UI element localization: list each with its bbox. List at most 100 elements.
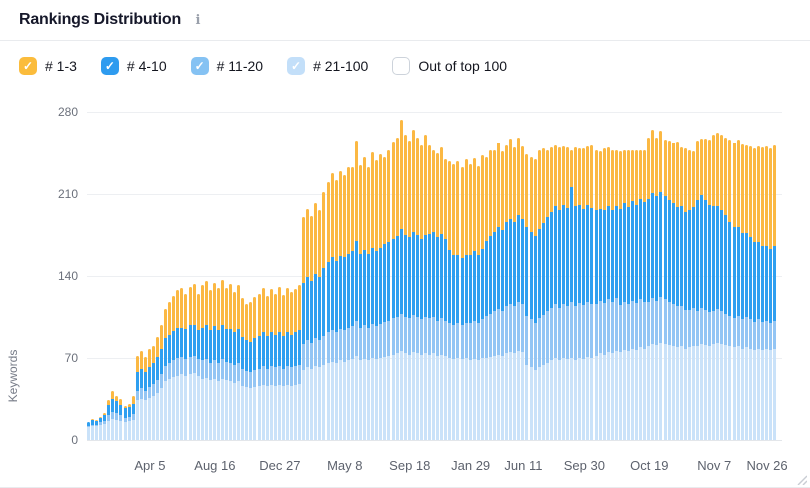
bar[interactable]: [354, 141, 358, 440]
bar[interactable]: [497, 142, 501, 440]
bar[interactable]: [123, 406, 127, 440]
checkbox-1-3[interactable]: ✓: [19, 57, 37, 75]
bar[interactable]: [204, 280, 208, 440]
bar[interactable]: [752, 148, 756, 440]
bar[interactable]: [622, 149, 626, 440]
bar[interactable]: [651, 129, 655, 440]
legend-item-1-3[interactable]: ✓ # 1-3: [19, 57, 77, 75]
bar[interactable]: [456, 161, 460, 440]
bar[interactable]: [310, 216, 314, 440]
bar[interactable]: [521, 146, 525, 440]
bar[interactable]: [208, 290, 212, 440]
bar[interactable]: [598, 150, 602, 440]
bar[interactable]: [643, 149, 647, 440]
bar[interactable]: [257, 293, 261, 440]
bar[interactable]: [164, 308, 168, 440]
bar[interactable]: [728, 140, 732, 440]
bar[interactable]: [708, 140, 712, 440]
bar[interactable]: [635, 149, 639, 440]
bar[interactable]: [196, 293, 200, 440]
bar[interactable]: [151, 346, 155, 440]
bar[interactable]: [659, 130, 663, 440]
checkbox-21-100[interactable]: ✓: [287, 57, 306, 75]
bar[interactable]: [440, 147, 444, 440]
bar[interactable]: [346, 167, 350, 440]
bar[interactable]: [606, 147, 610, 440]
bar[interactable]: [192, 284, 196, 440]
bar[interactable]: [399, 120, 403, 440]
bar[interactable]: [647, 137, 651, 440]
bar[interactable]: [468, 163, 472, 440]
bar[interactable]: [472, 157, 476, 440]
bar[interactable]: [407, 141, 411, 440]
bar[interactable]: [517, 137, 521, 440]
bar[interactable]: [285, 287, 289, 440]
bar[interactable]: [326, 182, 330, 440]
bar[interactable]: [432, 149, 436, 440]
bar[interactable]: [541, 148, 545, 440]
bar[interactable]: [277, 286, 281, 440]
bar[interactable]: [127, 403, 131, 440]
resize-grip-icon[interactable]: [796, 474, 807, 485]
legend-item-21-100[interactable]: ✓ # 21-100: [287, 57, 368, 75]
bar[interactable]: [566, 147, 570, 440]
bar[interactable]: [95, 420, 99, 440]
bar[interactable]: [484, 156, 488, 440]
bar[interactable]: [732, 142, 736, 440]
bar[interactable]: [290, 292, 293, 440]
bar[interactable]: [379, 154, 383, 440]
bar[interactable]: [350, 167, 354, 440]
bar[interactable]: [428, 144, 432, 440]
bar[interactable]: [172, 295, 176, 440]
bar[interactable]: [269, 288, 273, 440]
bar[interactable]: [696, 141, 699, 440]
bar[interactable]: [712, 135, 716, 440]
bar[interactable]: [188, 286, 192, 440]
bar[interactable]: [460, 167, 464, 440]
bar[interactable]: [493, 149, 496, 440]
bar[interactable]: [704, 138, 708, 440]
bar[interactable]: [513, 147, 517, 440]
bar[interactable]: [225, 287, 229, 440]
bar[interactable]: [131, 395, 135, 440]
bar[interactable]: [748, 146, 752, 440]
legend-item-4-10[interactable]: ✓ # 4-10: [100, 57, 167, 75]
bar[interactable]: [582, 148, 586, 440]
bar[interactable]: [639, 149, 643, 440]
bar[interactable]: [91, 418, 95, 440]
bar[interactable]: [716, 133, 720, 440]
bar[interactable]: [744, 144, 748, 440]
bar[interactable]: [671, 142, 675, 440]
bar[interactable]: [756, 146, 760, 440]
bar[interactable]: [529, 156, 533, 440]
bar[interactable]: [391, 142, 395, 440]
bar[interactable]: [273, 293, 277, 440]
bar[interactable]: [773, 144, 777, 440]
checkbox-out-of-top-100[interactable]: [392, 57, 411, 75]
bar[interactable]: [233, 292, 237, 440]
bar[interactable]: [578, 148, 582, 440]
bar[interactable]: [631, 149, 635, 440]
bar[interactable]: [436, 153, 440, 440]
bar[interactable]: [229, 284, 233, 440]
bar[interactable]: [626, 149, 630, 440]
bar[interactable]: [241, 298, 245, 440]
bar[interactable]: [444, 158, 448, 440]
bar[interactable]: [452, 163, 456, 440]
bar[interactable]: [740, 143, 744, 440]
bar[interactable]: [371, 151, 375, 440]
bar[interactable]: [237, 285, 241, 440]
bar[interactable]: [760, 147, 764, 440]
bar[interactable]: [663, 140, 667, 440]
bar[interactable]: [338, 170, 342, 440]
bar[interactable]: [200, 285, 204, 440]
bar[interactable]: [302, 217, 306, 440]
bar[interactable]: [253, 297, 257, 440]
bar[interactable]: [387, 149, 391, 440]
bar[interactable]: [261, 287, 265, 440]
bar[interactable]: [545, 149, 549, 440]
bar[interactable]: [480, 155, 484, 440]
bar[interactable]: [322, 191, 326, 440]
bar[interactable]: [537, 149, 541, 440]
bar[interactable]: [103, 413, 107, 440]
